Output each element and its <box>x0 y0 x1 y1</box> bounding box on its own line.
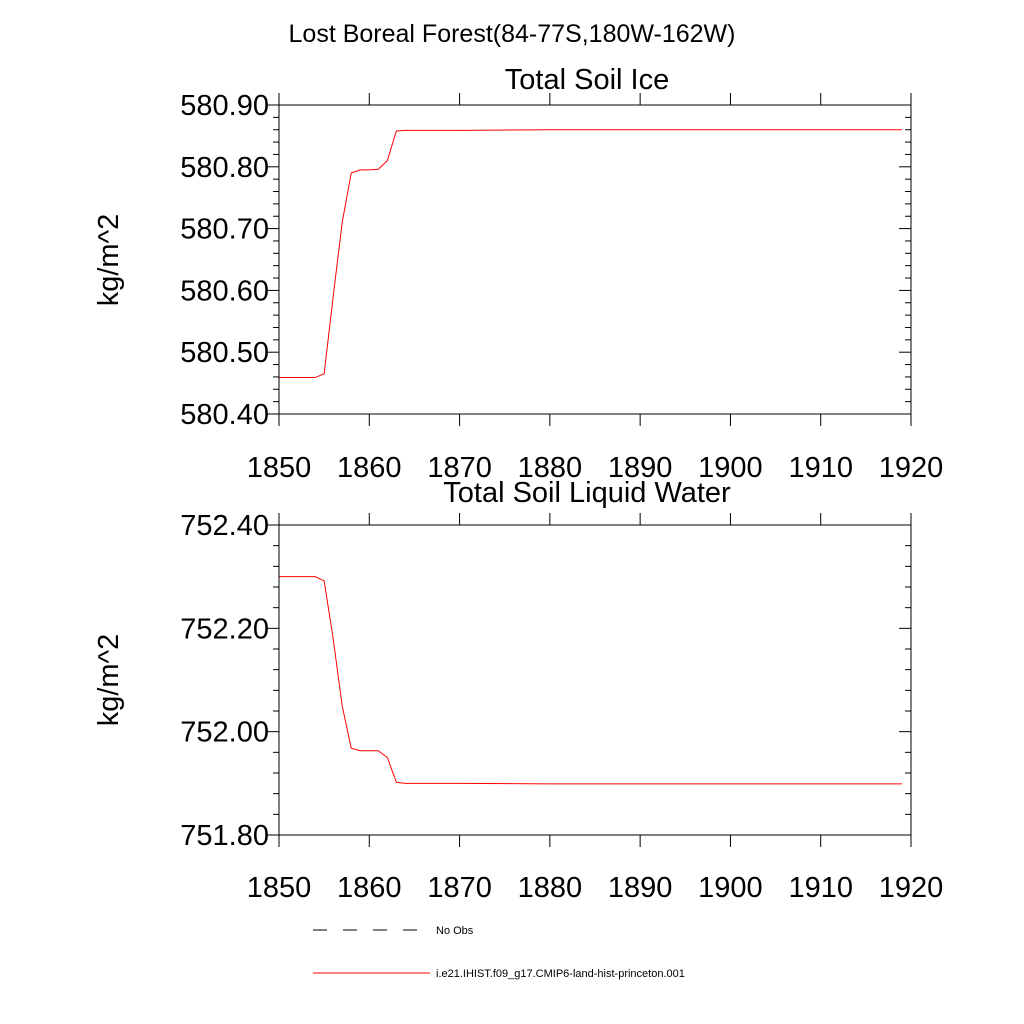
x-tick-label: 1900 <box>698 452 763 484</box>
x-tick-label: 1890 <box>608 452 673 484</box>
legend: No Obs i.e21.IHIST.f09_g17.CMIP6-land-hi… <box>313 925 685 980</box>
y-tick-label: 752.00 <box>180 717 269 749</box>
x-tick-label: 1880 <box>518 452 583 484</box>
y-axis-label: kg/m^2 <box>93 634 125 727</box>
panel-title: Total Soil Ice <box>505 64 669 96</box>
y-tick-label: 580.40 <box>180 399 269 431</box>
main-title: Lost Boreal Forest(84-77S,180W-162W) <box>289 20 736 48</box>
y-tick-label: 752.20 <box>180 613 269 645</box>
x-tick-label: 1860 <box>337 872 402 904</box>
x-tick-label: 1850 <box>247 452 312 484</box>
axis-ticks <box>267 93 912 426</box>
x-tick-label: 1860 <box>337 452 402 484</box>
y-tick-label: 580.90 <box>180 90 269 122</box>
x-tick-label: 1890 <box>608 872 673 904</box>
x-tick-label: 1920 <box>879 452 944 484</box>
y-axis-label: kg/m^2 <box>93 214 125 307</box>
x-tick-label: 1880 <box>518 872 583 904</box>
panel-total-soil-ice: Total Soil Ice kg/m^2 580.40 580.50 580.60… <box>93 64 943 484</box>
plot-frame <box>278 104 912 415</box>
y-tick-label: 752.40 <box>180 510 269 542</box>
x-tick-label: 1870 <box>427 452 492 484</box>
x-tick-label: 1910 <box>788 452 853 484</box>
x-tick-label: 1850 <box>247 872 312 904</box>
x-tick-label: 1920 <box>879 872 944 904</box>
x-tick-label: 1910 <box>788 872 853 904</box>
x-tick-label: 1900 <box>698 872 763 904</box>
y-tick-label: 580.70 <box>180 214 269 246</box>
legend-label-no-obs: No Obs <box>436 925 474 937</box>
plot-frame <box>278 524 912 836</box>
series-group <box>279 129 902 379</box>
y-tick-label: 580.50 <box>180 337 269 369</box>
panel-title: Total Soil Liquid Water <box>443 477 731 509</box>
y-tick-label: 580.80 <box>180 152 269 184</box>
x-tick-labels: 1850 1860 1870 1880 1890 1900 1910 1920 <box>247 452 944 484</box>
y-tick-labels: 751.80 752.00 752.20 752.40 <box>180 510 269 852</box>
y-tick-label: 751.80 <box>180 820 269 852</box>
panel-total-soil-liquid-water: Total Soil Liquid Water kg/m^2 751.80 752… <box>93 477 943 904</box>
y-tick-label: 580.60 <box>180 275 269 307</box>
x-tick-label: 1870 <box>427 872 492 904</box>
legend-label-model: i.e21.IHIST.f09_g17.CMIP6-land-hist-prin… <box>436 968 685 980</box>
series-line <box>279 129 902 379</box>
series-group <box>279 576 902 785</box>
series-line <box>279 576 902 785</box>
y-tick-labels: 580.40 580.50 580.60 580.70 580.80 580.90 <box>180 90 269 431</box>
x-tick-labels: 1850 1860 1870 1880 1890 1900 1910 1920 <box>247 872 944 904</box>
